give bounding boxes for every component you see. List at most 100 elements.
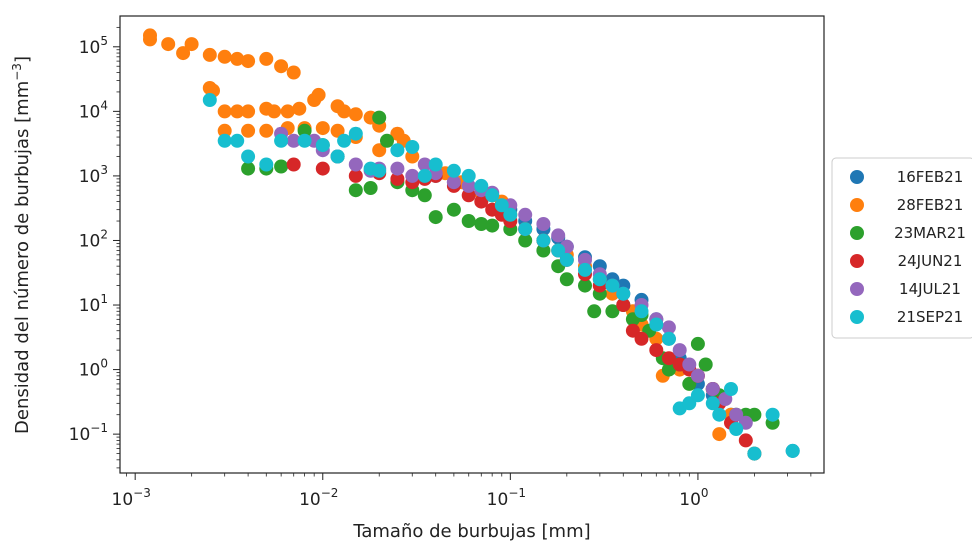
data-point-24jun21 — [390, 171, 405, 186]
y-tick-label: 103 — [79, 163, 108, 187]
data-point-28feb21 — [292, 101, 307, 116]
data-point-14jul21 — [578, 252, 592, 267]
data-point-23mar21 — [559, 272, 574, 287]
data-point-14jul21 — [551, 228, 566, 243]
data-point-14jul21 — [672, 343, 687, 358]
axis-ticks: 10−3 10−2 10−1 100 10−1 100 101 102 103 104 105 — [69, 26, 812, 510]
legend-label-14jul21: 14JUL21 — [899, 280, 961, 298]
data-points — [143, 28, 800, 461]
data-point-14jul21 — [661, 320, 676, 335]
x-tick-label: 10−2 — [299, 486, 338, 510]
data-point-21sep21 — [315, 138, 330, 153]
data-point-24jun21 — [474, 194, 489, 209]
data-point-24jun21 — [738, 433, 753, 448]
legend-marker-24jun21 — [850, 254, 864, 268]
data-point-23mar21 — [661, 362, 676, 377]
data-point-23mar21 — [363, 181, 378, 195]
data-point-21sep21 — [390, 143, 405, 158]
data-point-14jul21 — [286, 133, 301, 148]
legend-marker-14jul21 — [850, 282, 864, 296]
data-point-23mar21 — [380, 133, 394, 148]
data-point-28feb21 — [372, 143, 387, 158]
data-point-21sep21 — [217, 133, 232, 148]
data-point-21sep21 — [634, 304, 649, 319]
data-point-21sep21 — [259, 157, 274, 172]
data-point-21sep21 — [337, 133, 352, 148]
data-point-21sep21 — [405, 140, 420, 154]
data-point-23mar21 — [348, 183, 363, 198]
data-point-21sep21 — [330, 149, 345, 164]
data-point-21sep21 — [559, 252, 574, 267]
data-point-21sep21 — [705, 396, 720, 411]
x-tick-label: 100 — [679, 486, 708, 510]
y-tick-label: 105 — [79, 34, 108, 58]
data-point-28feb21 — [259, 123, 274, 138]
data-point-21sep21 — [712, 407, 727, 422]
data-point-28feb21 — [230, 104, 245, 119]
data-point-21sep21 — [202, 93, 217, 107]
data-point-24jun21 — [286, 157, 301, 172]
legend-marker-21sep21 — [850, 310, 864, 324]
data-point-28feb21 — [315, 121, 330, 136]
data-point-21sep21 — [765, 407, 780, 422]
data-point-14jul21 — [390, 161, 405, 176]
data-point-21sep21 — [461, 168, 476, 183]
y-tick-label: 100 — [79, 357, 108, 381]
y-axis-label: Densidad del número de burbujas [mm−3] — [10, 56, 33, 434]
legend-marker-16feb21 — [850, 170, 864, 184]
y-axis-label-exponent: −3 — [10, 63, 24, 81]
data-point-14jul21 — [729, 407, 744, 422]
data-point-28feb21 — [184, 37, 199, 52]
legend-label-24jun21: 24JUN21 — [898, 252, 963, 270]
data-point-21sep21 — [372, 163, 387, 178]
data-point-23mar21 — [372, 110, 387, 125]
data-point-28feb21 — [217, 123, 232, 138]
data-point-21sep21 — [592, 272, 607, 287]
data-point-21sep21 — [230, 133, 245, 148]
data-point-28feb21 — [217, 104, 232, 119]
data-point-28feb21 — [241, 104, 256, 119]
data-point-14jul21 — [705, 382, 720, 396]
data-point-14jul21 — [461, 178, 476, 193]
data-point-23mar21 — [578, 278, 592, 293]
legend-marker-28feb21 — [850, 198, 864, 212]
data-point-23mar21 — [518, 233, 533, 248]
y-axis-label-close: ] — [12, 56, 33, 63]
data-point-21sep21 — [578, 262, 592, 277]
data-point-21sep21 — [428, 157, 443, 172]
data-point-28feb21 — [143, 28, 157, 43]
data-point-21sep21 — [417, 168, 432, 183]
data-point-28feb21 — [161, 37, 176, 52]
data-point-23mar21 — [428, 210, 443, 225]
legend-frame — [831, 157, 972, 339]
data-point-14jul21 — [682, 357, 697, 372]
data-point-21sep21 — [241, 149, 256, 164]
data-point-21sep21 — [348, 126, 363, 141]
legend-label-23mar21: 23MAR21 — [894, 224, 966, 242]
data-point-21sep21 — [503, 207, 518, 222]
data-point-23mar21 — [698, 357, 713, 372]
data-point-21sep21 — [485, 188, 500, 203]
data-point-21sep21 — [551, 243, 566, 258]
x-tick-label: 10−3 — [112, 486, 151, 510]
data-point-28feb21 — [348, 107, 363, 122]
data-point-28feb21 — [230, 51, 245, 66]
y-tick-label: 104 — [79, 98, 108, 122]
data-point-23mar21 — [461, 214, 476, 228]
data-point-28feb21 — [311, 87, 326, 102]
data-point-28feb21 — [259, 51, 274, 66]
data-point-24jun21 — [649, 343, 664, 358]
data-point-28feb21 — [330, 123, 345, 138]
data-point-28feb21 — [712, 427, 727, 442]
y-tick-label: 101 — [79, 292, 108, 316]
y-tick-label: 102 — [79, 227, 108, 251]
data-point-21sep21 — [274, 133, 289, 148]
data-point-23mar21 — [417, 188, 432, 203]
data-point-23mar21 — [536, 243, 551, 258]
data-point-21sep21 — [297, 133, 312, 148]
data-point-14jul21 — [446, 175, 461, 190]
data-point-28feb21 — [241, 123, 256, 138]
data-point-21sep21 — [616, 286, 631, 301]
data-point-21sep21 — [474, 178, 489, 193]
data-point-21sep21 — [661, 331, 676, 346]
